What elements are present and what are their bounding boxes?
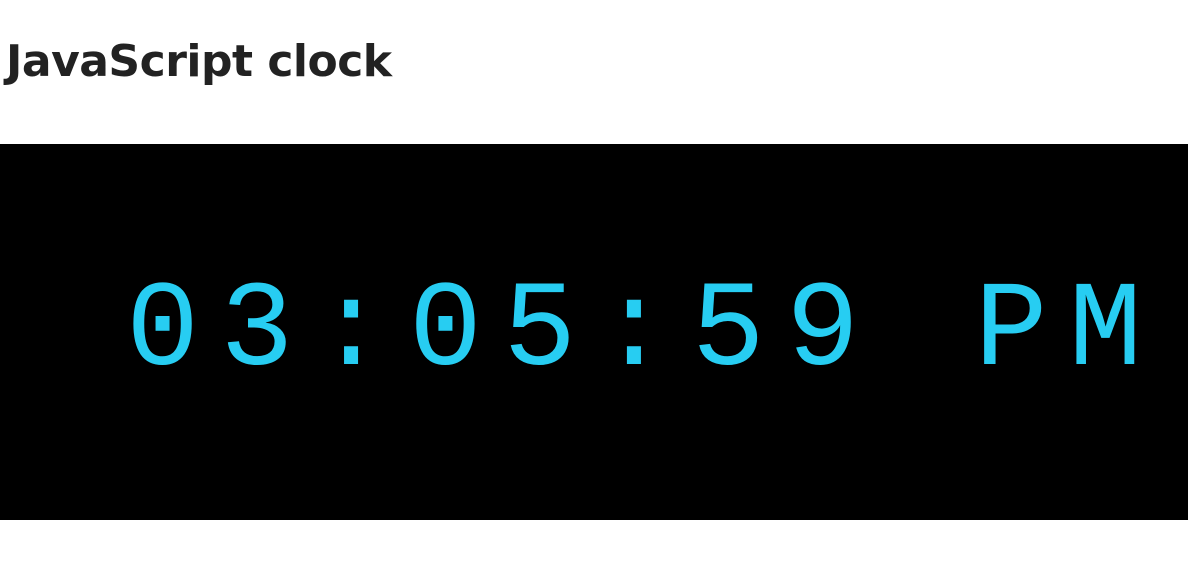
page-title: JavaScript clock xyxy=(6,36,392,87)
clock-time: 03:05:59 PM xyxy=(126,262,1142,401)
clock-face: 03:05:59 PM xyxy=(126,262,1142,401)
clock-display: 03:05:59 PM xyxy=(0,144,1188,520)
